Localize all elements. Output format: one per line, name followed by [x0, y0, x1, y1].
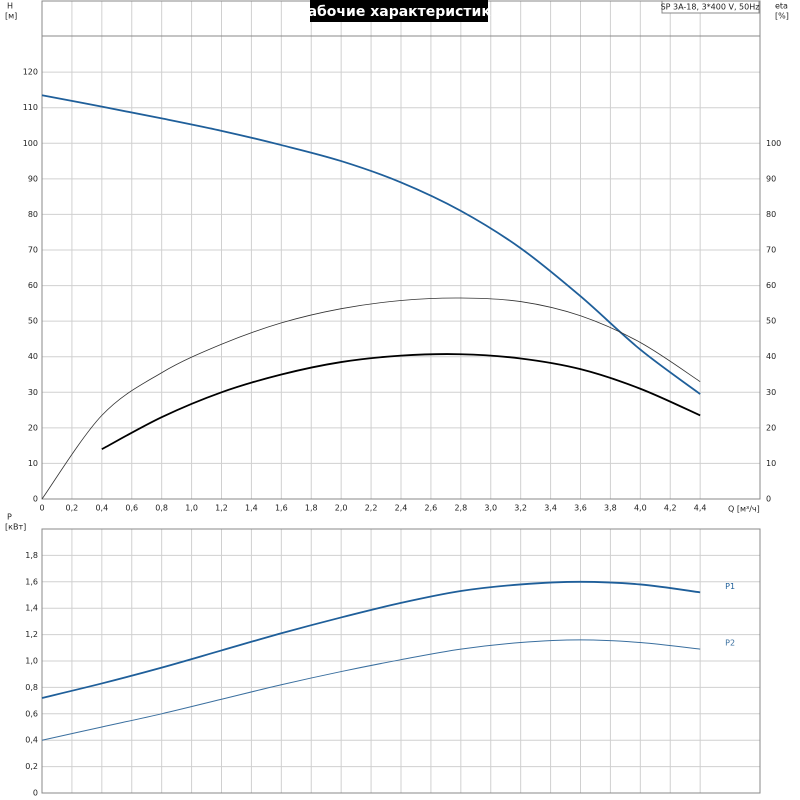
- x-tick-label: 4,4: [694, 504, 707, 513]
- y-tick-label: 20: [28, 423, 38, 432]
- subtitle-box: [661, 0, 760, 14]
- y2-tick-label: 0: [766, 495, 771, 504]
- y-tick-label: 0,6: [25, 709, 38, 718]
- x-tick-label: 1,8: [305, 504, 318, 513]
- y-tick-label: 80: [28, 210, 38, 219]
- y2-tick-label: 90: [766, 174, 776, 183]
- y2-tick-label: 100: [766, 139, 781, 148]
- y2-unit: [%]: [775, 12, 789, 21]
- x-tick-label: 2,6: [425, 504, 438, 513]
- y-tick-label: 0,2: [25, 762, 38, 771]
- x-tick-label: 0,6: [125, 504, 138, 513]
- x-tick-label: 3,4: [544, 504, 557, 513]
- y-tick-label: 30: [28, 388, 38, 397]
- x-tick-label: 3,6: [574, 504, 587, 513]
- curve: [101, 353, 701, 450]
- x-label: Q [м³/ч]: [728, 505, 760, 514]
- y-tick-label: 70: [28, 246, 38, 255]
- series-label: P2: [725, 639, 735, 648]
- plot-frame: [41, 528, 761, 794]
- y-label: H: [7, 2, 13, 11]
- x-tick-label: 3,8: [604, 504, 617, 513]
- x-tick-label: 2,8: [454, 504, 467, 513]
- y-tick-label: 1,2: [25, 630, 38, 639]
- x-tick-label: 2,2: [365, 504, 378, 513]
- x-tick-label: 2,4: [395, 504, 408, 513]
- y-tick-label: 120: [23, 68, 38, 77]
- y2-tick-label: 20: [766, 423, 776, 432]
- y-tick-label: 1,0: [25, 657, 38, 666]
- y-tick-label: 50: [28, 317, 38, 326]
- y2-tick-label: 80: [766, 210, 776, 219]
- y-tick-label: 90: [28, 174, 38, 183]
- chart-title: Рабочие характеристики: [297, 4, 500, 20]
- title-box: [310, 0, 488, 22]
- y2-label: eta: [775, 2, 788, 11]
- curve: [41, 639, 701, 741]
- y2-tick-label: 30: [766, 388, 776, 397]
- x-tick-label: 4,0: [634, 504, 647, 513]
- y-tick-label: 1,6: [25, 577, 38, 586]
- y-tick-label: 110: [23, 103, 38, 112]
- curve: [41, 297, 701, 500]
- y-unit: [кВт]: [5, 523, 26, 532]
- series-label: P1: [725, 582, 735, 591]
- curve: [41, 580, 701, 699]
- x-tick-label: 0,4: [95, 504, 108, 513]
- y-tick-label: 0,8: [25, 683, 38, 692]
- y-unit: [м]: [5, 12, 17, 21]
- curve: [41, 94, 701, 395]
- y2-tick-label: 70: [766, 246, 776, 255]
- y2-tick-label: 50: [766, 317, 776, 326]
- y-tick-label: 60: [28, 281, 38, 290]
- x-tick-label: 1,0: [185, 504, 198, 513]
- y-tick-label: 0,4: [25, 736, 38, 745]
- y2-tick-label: 40: [766, 352, 776, 361]
- y-tick-label: 100: [23, 139, 38, 148]
- y-tick-label: 0: [33, 495, 38, 504]
- y-label: P: [7, 513, 12, 522]
- x-tick-label: 0,2: [66, 504, 79, 513]
- y-tick-label: 0: [33, 789, 38, 798]
- x-tick-label: 1,4: [245, 504, 258, 513]
- x-tick-label: 0: [39, 504, 44, 513]
- y-tick-label: 1,4: [25, 604, 38, 613]
- x-tick-label: 1,2: [215, 504, 228, 513]
- y-tick-label: 10: [28, 459, 38, 468]
- y2-tick-label: 60: [766, 281, 776, 290]
- x-tick-label: 4,2: [664, 504, 677, 513]
- x-tick-label: 0,8: [155, 504, 168, 513]
- subtitle: SP 3A-18, 3*400 V, 50Hz: [661, 3, 760, 12]
- x-tick-label: 1,6: [275, 504, 288, 513]
- x-tick-label: 2,0: [335, 504, 348, 513]
- x-tick-label: 3,0: [484, 504, 497, 513]
- y-tick-label: 1,8: [25, 551, 38, 560]
- y-tick-label: 40: [28, 352, 38, 361]
- x-tick-label: 3,2: [514, 504, 527, 513]
- y2-tick-label: 10: [766, 459, 776, 468]
